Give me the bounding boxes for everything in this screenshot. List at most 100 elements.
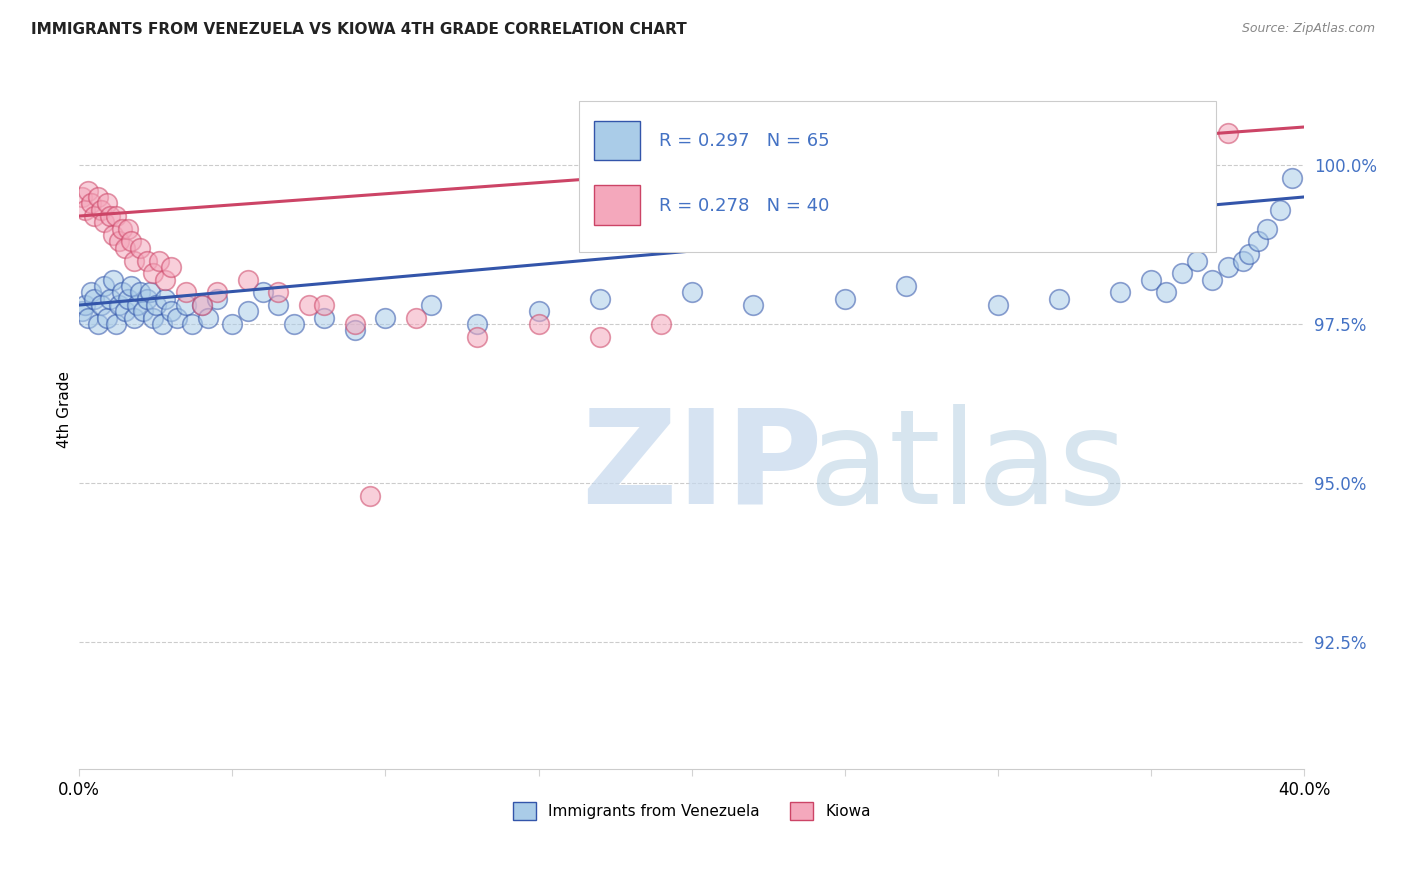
Point	[86, 317, 108, 331]
Point	[1170, 266, 1192, 280]
Text: R = 0.297   N = 65: R = 0.297 N = 65	[658, 132, 830, 150]
Point	[86, 190, 108, 204]
Point	[153, 272, 176, 286]
FancyBboxPatch shape	[593, 120, 640, 161]
Point	[104, 317, 127, 331]
Point	[93, 215, 115, 229]
Point	[298, 298, 321, 312]
Point	[77, 184, 100, 198]
Point	[267, 285, 290, 300]
Point	[129, 285, 152, 300]
Point	[465, 317, 488, 331]
Point	[343, 324, 366, 338]
Point	[1237, 247, 1260, 261]
Point	[1232, 253, 1254, 268]
Point	[589, 330, 612, 344]
Y-axis label: 4th Grade: 4th Grade	[58, 371, 72, 449]
Point	[1185, 253, 1208, 268]
Point	[205, 292, 228, 306]
Point	[166, 310, 188, 325]
Point	[75, 202, 97, 217]
Point	[221, 317, 243, 331]
Point	[101, 272, 124, 286]
Point	[70, 190, 93, 204]
Point	[1247, 235, 1270, 249]
Point	[135, 253, 157, 268]
FancyBboxPatch shape	[593, 186, 640, 225]
Point	[83, 292, 105, 306]
Point	[1140, 272, 1163, 286]
Text: ZIP: ZIP	[582, 404, 823, 531]
Point	[343, 317, 366, 331]
Point	[70, 304, 93, 318]
Point	[77, 310, 100, 325]
Point	[283, 317, 305, 331]
Point	[160, 304, 183, 318]
Point	[150, 317, 173, 331]
Point	[1256, 221, 1278, 235]
Point	[145, 298, 167, 312]
Point	[108, 235, 131, 249]
Legend: Immigrants from Venezuela, Kiowa: Immigrants from Venezuela, Kiowa	[506, 796, 877, 826]
Text: R = 0.278   N = 40: R = 0.278 N = 40	[658, 196, 830, 215]
Point	[142, 310, 165, 325]
Point	[527, 304, 550, 318]
Point	[834, 292, 856, 306]
Point	[90, 202, 112, 217]
Point	[104, 209, 127, 223]
Point	[252, 285, 274, 300]
Point	[142, 266, 165, 280]
Point	[122, 253, 145, 268]
Point	[132, 304, 155, 318]
Point	[1156, 285, 1178, 300]
FancyBboxPatch shape	[579, 101, 1216, 252]
Point	[114, 304, 136, 318]
Point	[894, 279, 917, 293]
Point	[120, 235, 142, 249]
Point	[80, 196, 103, 211]
Point	[205, 285, 228, 300]
Point	[148, 253, 170, 268]
Point	[742, 298, 765, 312]
Point	[176, 298, 198, 312]
Point	[153, 292, 176, 306]
Point	[90, 298, 112, 312]
Point	[1216, 260, 1239, 274]
Point	[1268, 202, 1291, 217]
Point	[114, 241, 136, 255]
Point	[1281, 170, 1303, 185]
Point	[681, 285, 703, 300]
Point	[1047, 292, 1070, 306]
Point	[160, 260, 183, 274]
Point	[190, 298, 212, 312]
Point	[117, 292, 139, 306]
Point	[1109, 285, 1132, 300]
Point	[93, 279, 115, 293]
Point	[374, 310, 396, 325]
Point	[96, 196, 118, 211]
Point	[129, 241, 152, 255]
Point	[314, 310, 336, 325]
Point	[527, 317, 550, 331]
Point	[650, 317, 672, 331]
Point	[135, 292, 157, 306]
Point	[138, 285, 160, 300]
Point	[117, 221, 139, 235]
Point	[197, 310, 219, 325]
Point	[314, 298, 336, 312]
Point	[122, 310, 145, 325]
Point	[108, 298, 131, 312]
Point	[83, 209, 105, 223]
Point	[236, 272, 259, 286]
Point	[181, 317, 204, 331]
Point	[176, 285, 198, 300]
Point	[98, 209, 121, 223]
Point	[987, 298, 1010, 312]
Point	[98, 292, 121, 306]
Point	[127, 298, 149, 312]
Point	[75, 298, 97, 312]
Point	[267, 298, 290, 312]
Point	[101, 228, 124, 243]
Point	[80, 285, 103, 300]
Point	[1216, 126, 1239, 140]
